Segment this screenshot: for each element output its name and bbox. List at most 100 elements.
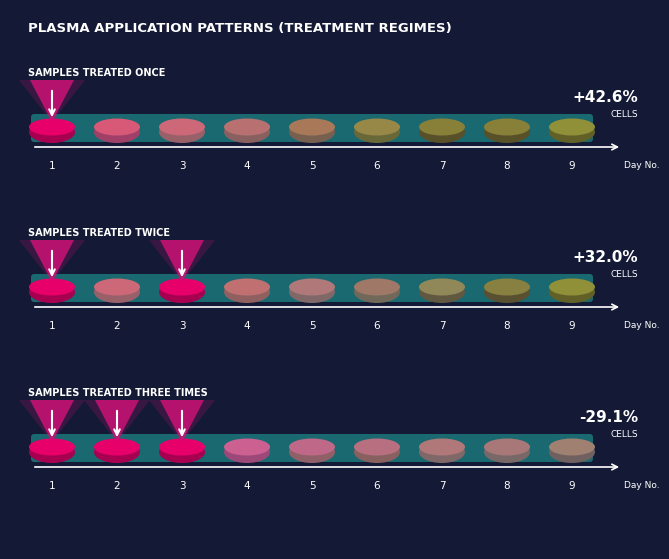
Polygon shape (149, 240, 215, 282)
Ellipse shape (94, 278, 140, 296)
Text: PLASMA APPLICATION PATTERNS (TREATMENT REGIMES): PLASMA APPLICATION PATTERNS (TREATMENT R… (28, 22, 452, 35)
Ellipse shape (289, 441, 335, 463)
Ellipse shape (549, 119, 595, 135)
Text: SAMPLES TREATED ONCE: SAMPLES TREATED ONCE (28, 68, 165, 78)
Ellipse shape (354, 441, 400, 463)
Ellipse shape (354, 278, 400, 296)
Ellipse shape (549, 441, 595, 463)
Ellipse shape (224, 278, 270, 296)
Text: 6: 6 (374, 481, 380, 491)
Text: 4: 4 (244, 481, 250, 491)
Text: 7: 7 (439, 161, 446, 171)
Ellipse shape (289, 281, 335, 303)
Polygon shape (84, 400, 150, 442)
Ellipse shape (29, 121, 75, 143)
Ellipse shape (484, 121, 530, 143)
Text: CELLS: CELLS (610, 110, 638, 119)
Polygon shape (160, 240, 204, 282)
Ellipse shape (419, 121, 465, 143)
Ellipse shape (94, 119, 140, 135)
Text: 5: 5 (308, 161, 315, 171)
Polygon shape (30, 240, 74, 282)
Text: 8: 8 (504, 161, 510, 171)
Text: 5: 5 (308, 481, 315, 491)
Ellipse shape (159, 278, 205, 296)
Ellipse shape (159, 438, 205, 456)
Text: 1: 1 (49, 161, 56, 171)
Text: Day No.: Day No. (624, 161, 660, 170)
Text: 9: 9 (569, 161, 575, 171)
Ellipse shape (549, 438, 595, 456)
Polygon shape (19, 240, 85, 282)
Ellipse shape (354, 121, 400, 143)
Polygon shape (95, 400, 139, 442)
Ellipse shape (549, 121, 595, 143)
Ellipse shape (484, 119, 530, 135)
Text: 6: 6 (374, 161, 380, 171)
Ellipse shape (354, 119, 400, 135)
FancyBboxPatch shape (31, 274, 593, 302)
Ellipse shape (289, 278, 335, 296)
Text: CELLS: CELLS (610, 430, 638, 439)
Text: Day No.: Day No. (624, 321, 660, 330)
Ellipse shape (484, 438, 530, 456)
Ellipse shape (484, 281, 530, 303)
Text: +42.6%: +42.6% (572, 90, 638, 105)
Text: 5: 5 (308, 321, 315, 331)
Text: 3: 3 (179, 321, 185, 331)
Ellipse shape (224, 119, 270, 135)
Text: 2: 2 (114, 481, 120, 491)
Ellipse shape (419, 281, 465, 303)
Ellipse shape (94, 121, 140, 143)
Text: 9: 9 (569, 481, 575, 491)
Polygon shape (19, 80, 85, 122)
Polygon shape (149, 400, 215, 442)
Text: 9: 9 (569, 321, 575, 331)
Polygon shape (30, 400, 74, 442)
Text: 3: 3 (179, 161, 185, 171)
Text: SAMPLES TREATED TWICE: SAMPLES TREATED TWICE (28, 228, 170, 238)
Ellipse shape (94, 281, 140, 303)
Ellipse shape (224, 441, 270, 463)
Ellipse shape (224, 121, 270, 143)
Text: 4: 4 (244, 161, 250, 171)
Ellipse shape (94, 438, 140, 456)
Text: 7: 7 (439, 321, 446, 331)
Ellipse shape (289, 119, 335, 135)
Polygon shape (30, 80, 74, 122)
FancyBboxPatch shape (31, 434, 593, 462)
Ellipse shape (419, 119, 465, 135)
Ellipse shape (549, 278, 595, 296)
FancyBboxPatch shape (31, 114, 593, 142)
Ellipse shape (354, 281, 400, 303)
Text: 1: 1 (49, 321, 56, 331)
Ellipse shape (549, 281, 595, 303)
Polygon shape (19, 400, 85, 442)
Text: 1: 1 (49, 481, 56, 491)
Text: +32.0%: +32.0% (573, 250, 638, 265)
Text: 3: 3 (179, 481, 185, 491)
Text: 4: 4 (244, 321, 250, 331)
Text: SAMPLES TREATED THREE TIMES: SAMPLES TREATED THREE TIMES (28, 388, 208, 398)
Text: 6: 6 (374, 321, 380, 331)
Ellipse shape (159, 121, 205, 143)
Text: 2: 2 (114, 321, 120, 331)
Ellipse shape (29, 119, 75, 135)
Text: 2: 2 (114, 161, 120, 171)
Polygon shape (160, 400, 204, 442)
Text: CELLS: CELLS (610, 270, 638, 279)
Ellipse shape (354, 438, 400, 456)
Ellipse shape (419, 441, 465, 463)
Ellipse shape (29, 438, 75, 456)
Ellipse shape (224, 438, 270, 456)
Ellipse shape (419, 438, 465, 456)
Text: -29.1%: -29.1% (579, 410, 638, 425)
Ellipse shape (419, 278, 465, 296)
Ellipse shape (159, 119, 205, 135)
Text: 8: 8 (504, 481, 510, 491)
Ellipse shape (484, 441, 530, 463)
Ellipse shape (94, 441, 140, 463)
Text: Day No.: Day No. (624, 481, 660, 490)
Ellipse shape (224, 281, 270, 303)
Ellipse shape (289, 121, 335, 143)
